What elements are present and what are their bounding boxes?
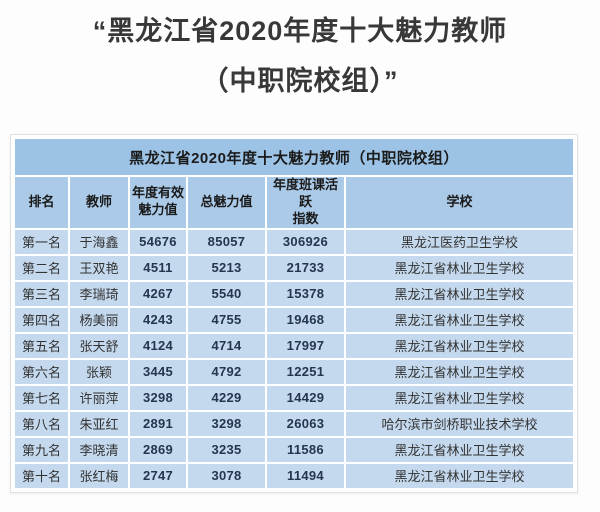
column-header: 总魅力值 [188, 177, 265, 228]
table-cell: 2869 [130, 437, 186, 462]
table-cell: 第五名 [15, 333, 68, 358]
table-cell: 4511 [130, 255, 186, 280]
table-cell: 黑龙江省林业卫生学校 [346, 437, 573, 462]
table-header-row: 排名 教师 年度有效 魅力值 总魅力值 年度班课活跃 指数 学校 [15, 177, 573, 228]
table-cell: 19468 [267, 307, 344, 332]
table-cell: 黑龙江省林业卫生学校 [346, 307, 573, 332]
table-cell: 4755 [188, 307, 265, 332]
table-cell: 11494 [267, 463, 344, 488]
table-row: 第九名 李晓清 2869 3235 11586 黑龙江省林业卫生学校 [15, 437, 573, 462]
table-row: 第三名 李瑞琦 4267 5540 15378 黑龙江省林业卫生学校 [15, 281, 573, 306]
table-cell: 哈尔滨市剑桥职业技术学校 [346, 411, 573, 436]
table-cell: 54676 [130, 229, 186, 254]
table-cell: 张红梅 [70, 463, 128, 488]
table-cell: 黑龙江省林业卫生学校 [346, 359, 573, 384]
table-cell: 4124 [130, 333, 186, 358]
table-cell: 张天舒 [70, 333, 128, 358]
table-cell: 第一名 [15, 229, 68, 254]
table-cell: 第六名 [15, 359, 68, 384]
table-cell: 黑龙江省林业卫生学校 [346, 281, 573, 306]
table-cell: 黑龙江医药卫生学校 [346, 229, 573, 254]
column-header: 年度有效 魅力值 [130, 177, 186, 228]
table-row: 第六名 张颖 3445 4792 12251 黑龙江省林业卫生学校 [15, 359, 573, 384]
table-cell: 5540 [188, 281, 265, 306]
table-cell: 第八名 [15, 411, 68, 436]
table-cell: 朱亚红 [70, 411, 128, 436]
column-header: 学校 [346, 177, 573, 228]
table-cell: 第十名 [15, 463, 68, 488]
table-cell: 第二名 [15, 255, 68, 280]
table-cell: 第三名 [15, 281, 68, 306]
table-cell: 4714 [188, 333, 265, 358]
table-cell: 15378 [267, 281, 344, 306]
table-cell: 黑龙江省林业卫生学校 [346, 333, 573, 358]
table-cell: 4229 [188, 385, 265, 410]
table-cell: 85057 [188, 229, 265, 254]
table-caption: 黑龙江省2020年度十大魅力教师（中职院校组） [15, 139, 573, 175]
table-cell: 2891 [130, 411, 186, 436]
table-cell: 王双艳 [70, 255, 128, 280]
column-header: 教师 [70, 177, 128, 228]
table-cell: 第九名 [15, 437, 68, 462]
table-cell: 4267 [130, 281, 186, 306]
table-cell: 3235 [188, 437, 265, 462]
ranking-table-wrapper: 黑龙江省2020年度十大魅力教师（中职院校组） 排名 教师 年度有效 魅力值 总魅力值… [10, 134, 578, 493]
table-cell: 17997 [267, 333, 344, 358]
table-cell: 21733 [267, 255, 344, 280]
table-row: 第一名 于海鑫 54676 85057 306926 黑龙江医药卫生学校 [15, 229, 573, 254]
table-cell: 于海鑫 [70, 229, 128, 254]
table-caption-row: 黑龙江省2020年度十大魅力教师（中职院校组） [15, 139, 573, 175]
page-title: “黑龙江省2020年度十大魅力教师 （中职院校组）” [0, 0, 600, 106]
ranking-table: 黑龙江省2020年度十大魅力教师（中职院校组） 排名 教师 年度有效 魅力值 总魅力值… [13, 137, 575, 490]
table-cell: 3078 [188, 463, 265, 488]
table-cell: 黑龙江省林业卫生学校 [346, 385, 573, 410]
table-cell: 3445 [130, 359, 186, 384]
table-cell: 4243 [130, 307, 186, 332]
table-row: 第四名 杨美丽 4243 4755 19468 黑龙江省林业卫生学校 [15, 307, 573, 332]
table-cell: 黑龙江省林业卫生学校 [346, 463, 573, 488]
table-cell: 张颖 [70, 359, 128, 384]
table-cell: 3298 [130, 385, 186, 410]
table-cell: 4792 [188, 359, 265, 384]
table-cell: 12251 [267, 359, 344, 384]
column-header: 排名 [15, 177, 68, 228]
table-cell: 2747 [130, 463, 186, 488]
table-row: 第八名 朱亚红 2891 3298 26063 哈尔滨市剑桥职业技术学校 [15, 411, 573, 436]
table-cell: 306926 [267, 229, 344, 254]
table-cell: 14429 [267, 385, 344, 410]
page-title-line-1: “黑龙江省2020年度十大魅力教师 [92, 16, 508, 46]
column-header: 年度班课活跃 指数 [267, 177, 344, 228]
table-row: 第十名 张红梅 2747 3078 11494 黑龙江省林业卫生学校 [15, 463, 573, 488]
table-cell: 李瑞琦 [70, 281, 128, 306]
table-cell: 11586 [267, 437, 344, 462]
table-cell: 李晓清 [70, 437, 128, 462]
article-image: “黑龙江省2020年度十大魅力教师 （中职院校组）” 黑龙江省2020年度十大魅… [0, 0, 600, 493]
table-cell: 黑龙江省林业卫生学校 [346, 255, 573, 280]
table-cell: 3298 [188, 411, 265, 436]
table-cell: 第四名 [15, 307, 68, 332]
table-row: 第二名 王双艳 4511 5213 21733 黑龙江省林业卫生学校 [15, 255, 573, 280]
page-title-line-2: （中职院校组）” [201, 66, 399, 96]
table-cell: 26063 [267, 411, 344, 436]
table-cell: 5213 [188, 255, 265, 280]
table-cell: 第七名 [15, 385, 68, 410]
table-cell: 杨美丽 [70, 307, 128, 332]
table-row: 第五名 张天舒 4124 4714 17997 黑龙江省林业卫生学校 [15, 333, 573, 358]
table-row: 第七名 许丽萍 3298 4229 14429 黑龙江省林业卫生学校 [15, 385, 573, 410]
table-cell: 许丽萍 [70, 385, 128, 410]
